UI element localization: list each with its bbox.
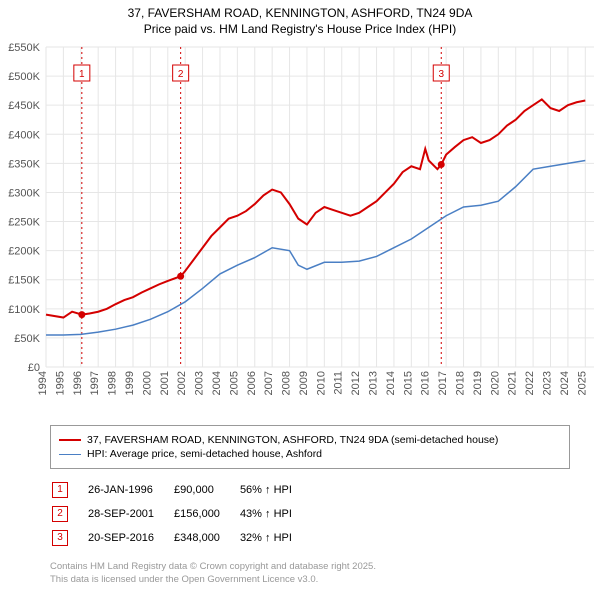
chart-svg: £0£50K£100K£150K£200K£250K£300K£350K£400… xyxy=(0,39,600,419)
marker-price: £156,000 xyxy=(174,503,238,525)
svg-text:£350K: £350K xyxy=(8,159,40,171)
svg-text:1998: 1998 xyxy=(107,371,119,395)
svg-text:2004: 2004 xyxy=(211,371,223,395)
svg-text:1994: 1994 xyxy=(37,371,49,395)
marker-delta: 32% ↑ HPI xyxy=(240,527,310,549)
marker-date: 28-SEP-2001 xyxy=(88,503,172,525)
marker-row: 2 28-SEP-2001£156,00043% ↑ HPI xyxy=(52,503,310,525)
svg-text:2010: 2010 xyxy=(315,371,327,395)
svg-text:2009: 2009 xyxy=(298,371,310,395)
svg-text:3: 3 xyxy=(438,69,444,80)
event-dot-1 xyxy=(78,311,85,318)
svg-text:2022: 2022 xyxy=(524,371,536,395)
marker-badge: 2 xyxy=(52,506,68,522)
svg-text:2005: 2005 xyxy=(228,371,240,395)
svg-text:2017: 2017 xyxy=(437,371,449,395)
attribution-footer: Contains HM Land Registry data © Crown c… xyxy=(0,557,600,594)
svg-text:1996: 1996 xyxy=(72,371,84,395)
svg-text:2021: 2021 xyxy=(507,371,519,395)
svg-text:2014: 2014 xyxy=(385,371,397,395)
marker-delta: 56% ↑ HPI xyxy=(240,479,310,501)
svg-text:£100K: £100K xyxy=(8,304,40,316)
svg-text:1995: 1995 xyxy=(54,371,66,395)
svg-text:2018: 2018 xyxy=(455,371,467,395)
svg-text:2012: 2012 xyxy=(350,371,362,395)
svg-text:£250K: £250K xyxy=(8,217,40,229)
svg-text:£500K: £500K xyxy=(8,71,40,83)
marker-delta: 43% ↑ HPI xyxy=(240,503,310,525)
event-dot-3 xyxy=(438,161,445,168)
legend-label: HPI: Average price, semi-detached house,… xyxy=(87,448,322,460)
svg-text:£400K: £400K xyxy=(8,129,40,141)
svg-text:2007: 2007 xyxy=(263,371,275,395)
svg-text:2016: 2016 xyxy=(420,371,432,395)
svg-text:2001: 2001 xyxy=(159,371,171,395)
marker-price: £90,000 xyxy=(174,479,238,501)
series-price_paid xyxy=(46,100,585,318)
svg-text:2006: 2006 xyxy=(246,371,258,395)
marker-badge: 3 xyxy=(52,530,68,546)
title-line2: Price paid vs. HM Land Registry's House … xyxy=(10,22,590,38)
marker-price: £348,000 xyxy=(174,527,238,549)
marker-table: 1 26-JAN-1996£90,00056% ↑ HPI 2 28-SEP-2001… xyxy=(50,477,312,551)
svg-text:2003: 2003 xyxy=(194,371,206,395)
legend-swatch xyxy=(59,454,81,455)
svg-text:2008: 2008 xyxy=(281,371,293,395)
legend: 37, FAVERSHAM ROAD, KENNINGTON, ASHFORD,… xyxy=(50,425,570,469)
marker-row: 3 20-SEP-2016£348,00032% ↑ HPI xyxy=(52,527,310,549)
svg-text:£50K: £50K xyxy=(14,333,40,345)
svg-text:2002: 2002 xyxy=(176,371,188,395)
svg-text:1997: 1997 xyxy=(89,371,101,395)
legend-label: 37, FAVERSHAM ROAD, KENNINGTON, ASHFORD,… xyxy=(87,434,498,446)
marker-badge: 1 xyxy=(52,482,68,498)
title-line1: 37, FAVERSHAM ROAD, KENNINGTON, ASHFORD,… xyxy=(10,6,590,22)
svg-text:2023: 2023 xyxy=(542,371,554,395)
svg-text:1: 1 xyxy=(79,69,85,80)
svg-text:2025: 2025 xyxy=(576,371,588,395)
svg-text:£150K: £150K xyxy=(8,275,40,287)
event-dot-2 xyxy=(177,273,184,280)
footer-line1: Contains HM Land Registry data © Crown c… xyxy=(50,561,590,573)
svg-text:2020: 2020 xyxy=(489,371,501,395)
chart-area: £0£50K£100K£150K£200K£250K£300K£350K£400… xyxy=(0,39,600,419)
legend-swatch xyxy=(59,439,81,441)
marker-row: 1 26-JAN-1996£90,00056% ↑ HPI xyxy=(52,479,310,501)
svg-text:2013: 2013 xyxy=(368,371,380,395)
svg-text:£550K: £550K xyxy=(8,42,40,54)
svg-text:£200K: £200K xyxy=(8,246,40,258)
svg-text:2024: 2024 xyxy=(559,371,571,395)
legend-item-1: HPI: Average price, semi-detached house,… xyxy=(59,448,561,460)
svg-text:2000: 2000 xyxy=(141,371,153,395)
svg-text:1999: 1999 xyxy=(124,371,136,395)
svg-text:£450K: £450K xyxy=(8,100,40,112)
svg-text:2011: 2011 xyxy=(333,371,345,395)
chart-title: 37, FAVERSHAM ROAD, KENNINGTON, ASHFORD,… xyxy=(0,0,600,39)
svg-text:2: 2 xyxy=(178,69,184,80)
marker-date: 20-SEP-2016 xyxy=(88,527,172,549)
marker-date: 26-JAN-1996 xyxy=(88,479,172,501)
legend-item-0: 37, FAVERSHAM ROAD, KENNINGTON, ASHFORD,… xyxy=(59,434,561,446)
svg-text:£300K: £300K xyxy=(8,188,40,200)
svg-text:2015: 2015 xyxy=(402,371,414,395)
footer-line2: This data is licensed under the Open Gov… xyxy=(50,574,590,586)
svg-text:2019: 2019 xyxy=(472,371,484,395)
